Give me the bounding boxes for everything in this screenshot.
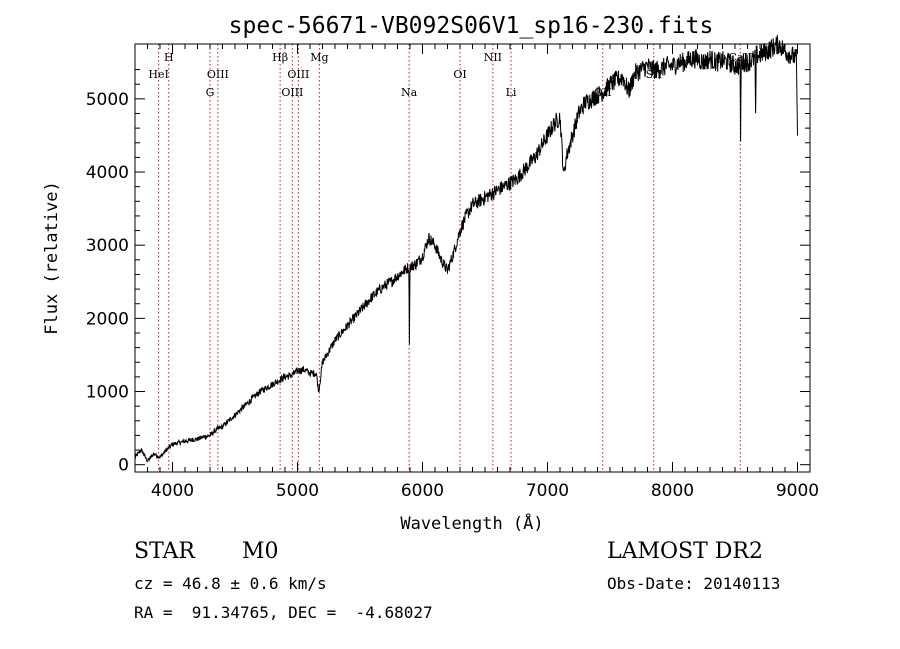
line-label-7: Mg xyxy=(310,51,328,64)
chart-title: spec-56671-VB092S06V1_sp16-230.fits xyxy=(229,13,714,39)
line-label-4: Hβ xyxy=(272,51,288,64)
x-tick-label: 8000 xyxy=(651,481,694,501)
object-class: STAR xyxy=(134,539,195,564)
y-tick-label: 2000 xyxy=(86,309,129,329)
x-tick-label: 6000 xyxy=(401,481,444,501)
coordinates: RA = 91.34765, DEC = -4.68027 xyxy=(134,603,433,622)
line-label-5: OIII xyxy=(281,86,303,99)
object-subclass: M0 xyxy=(242,539,279,564)
observation-date: Obs-Date: 20140113 xyxy=(607,574,781,593)
line-label-10: NII xyxy=(484,51,502,64)
x-tick-label: 4000 xyxy=(151,481,194,501)
x-axis-label: Wavelength (Å) xyxy=(400,512,543,534)
y-tick-label: 3000 xyxy=(86,236,129,256)
y-tick-label: 0 xyxy=(118,456,129,476)
y-tick-label: 5000 xyxy=(86,90,129,110)
x-tick-label: 7000 xyxy=(526,481,569,501)
spectrum-series-layer xyxy=(134,34,798,463)
y-tick-label: 1000 xyxy=(86,383,129,403)
line-label-9: OI xyxy=(453,68,466,81)
plot-frame xyxy=(134,43,811,473)
line-label-0: HeI xyxy=(148,68,168,81)
line-label-11: Li xyxy=(506,86,517,99)
y-axis-ticks: 0 1000 2000 3000 4000 5000 xyxy=(86,69,810,476)
line-label-8: Na xyxy=(401,86,418,99)
line-label-1: H xyxy=(164,51,174,64)
line-label-3: OIII xyxy=(207,68,229,81)
redshift-cz: cz = 46.8 ± 0.6 km/s xyxy=(134,574,327,593)
x-tick-label: 5000 xyxy=(276,481,319,501)
y-tick-label: 4000 xyxy=(86,163,129,183)
x-axis-ticks: 4000 5000 6000 7000 8000 9000 xyxy=(147,44,819,501)
y-axis-label: Flux (relative) xyxy=(42,181,62,335)
spectrum-line-0 xyxy=(134,34,798,463)
line-label-2: G xyxy=(206,86,215,99)
line-label-6: OIII xyxy=(287,68,309,81)
survey-name: LAMOST DR2 xyxy=(607,539,763,564)
x-tick-label: 9000 xyxy=(776,481,819,501)
